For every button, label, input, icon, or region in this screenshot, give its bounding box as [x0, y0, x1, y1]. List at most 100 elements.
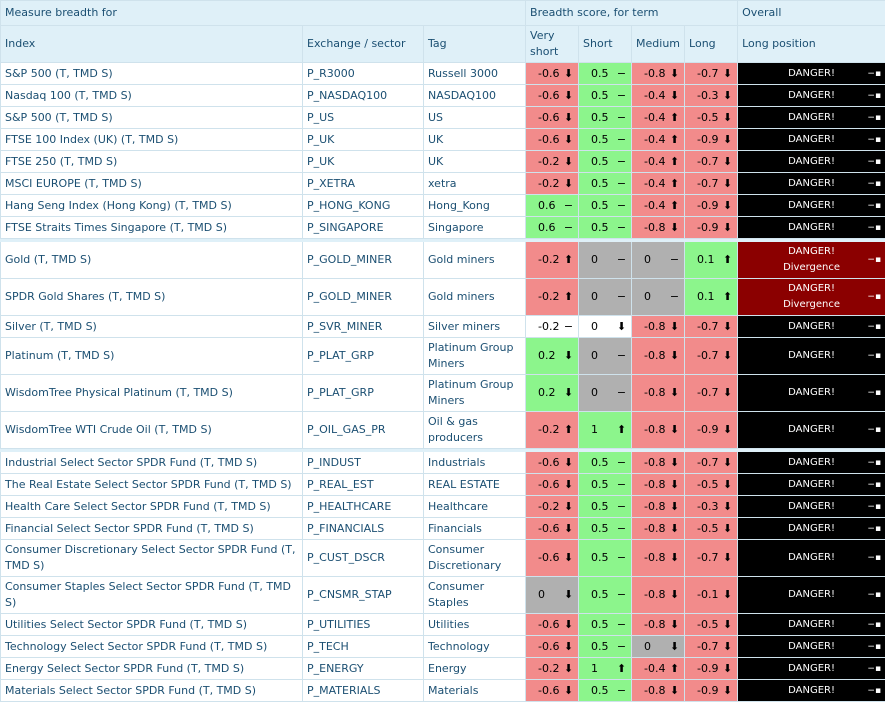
score-cell: -0.4 ⬆	[631, 150, 686, 173]
trend-arrow: ⬇	[669, 617, 680, 631]
column-header: Long position	[737, 25, 885, 63]
score-value: 0.6	[538, 220, 556, 234]
trend-arrow: −	[616, 220, 627, 234]
score-cell: -0.9 ⬇	[684, 216, 739, 239]
overall-text: DANGER!	[788, 684, 835, 696]
score-cell: 0.1 ⬆	[684, 278, 739, 316]
score-cell: -0.9 ⬇	[684, 411, 739, 449]
trend-arrow: −	[616, 499, 627, 513]
score-cell: -0.9 ⬇	[684, 194, 739, 217]
table-row: Industrial Select Sector SPDR Fund (T, T…	[0, 451, 885, 474]
column-header: Index	[0, 25, 303, 63]
column-header: Short	[578, 25, 633, 63]
trend-arrow: ⬇	[722, 661, 733, 675]
trend-arrow: ⬇	[722, 88, 733, 102]
trend-arrow: ⬇	[722, 521, 733, 535]
overall-cell: DANGER!	[737, 216, 885, 239]
score-value: 0.5	[591, 220, 609, 234]
score-value: -0.8	[644, 477, 666, 491]
trend-arrow: ⬇	[669, 349, 680, 362]
table-row: SPDR Gold Shares (T, TMD S) P_GOLD_MINER G…	[0, 278, 885, 316]
trend-arrow: ⬇	[669, 423, 680, 436]
score-value: -0.8	[644, 455, 666, 469]
trend-arrow: ⬇	[722, 455, 733, 469]
group-header: Overall	[737, 0, 885, 26]
score-cell: -0.9 ⬇	[684, 128, 739, 151]
trend-arrow: ⬇	[722, 639, 733, 653]
score-cell: 1 ⬆	[578, 657, 633, 680]
score-value: 0.5	[591, 521, 609, 535]
trend-arrow: −	[669, 253, 680, 266]
index-cell: Gold (T, TMD S)	[0, 241, 303, 279]
score-value: -0.7	[697, 386, 719, 399]
trend-arrow: ⬇	[563, 132, 574, 146]
overall-cell: DANGER!	[737, 315, 885, 338]
score-cell: -0.7 ⬇	[684, 150, 739, 173]
trend-arrow: −	[616, 176, 627, 190]
trend-arrow: ⬆	[563, 253, 574, 266]
index-cell: Industrial Select Sector SPDR Fund (T, T…	[0, 451, 303, 474]
overall-note: Divergence	[783, 299, 841, 310]
trend-arrow: −	[616, 455, 627, 469]
score-cell: -0.8 ⬇	[631, 679, 686, 702]
trend-arrow: ⬇	[722, 110, 733, 124]
score-cell: 0.5−	[578, 84, 633, 107]
trend-arrow: −	[616, 349, 627, 362]
trend-arrow: −	[563, 198, 574, 212]
trend-arrow: −	[616, 88, 627, 102]
score-value: -0.2	[538, 319, 560, 333]
score-value: -0.7	[697, 455, 719, 469]
score-value: 0.5	[591, 88, 609, 102]
overall-cell: DANGER!	[737, 194, 885, 217]
overall-text: DANGER!	[788, 283, 835, 294]
trend-arrow: ⬇	[669, 477, 680, 491]
trend-arrow: ⬆	[722, 290, 733, 303]
table-row: Technology Select Sector SPDR Fund (T, T…	[0, 635, 885, 658]
score-cell: -0.5 ⬇	[684, 613, 739, 636]
index-cell: FTSE 250 (T, TMD S)	[0, 150, 303, 173]
overall-text: DANGER!	[788, 155, 835, 167]
table-row: S&P 500 (T, TMD S) P_US US -0.6 ⬇ 0.5− -0.4 ⬆ -0…	[0, 106, 885, 129]
score-value: -0.2	[538, 290, 560, 303]
score-value: -0.7	[697, 639, 719, 653]
overall-text: DANGER!	[788, 320, 835, 332]
trend-arrow: −	[563, 220, 574, 234]
trend-arrow: ⬇	[669, 88, 680, 102]
trend-arrow: −	[616, 683, 627, 697]
score-cell: 0.6−	[525, 216, 580, 239]
score-value: 0.6	[538, 198, 556, 212]
index-cell: SPDR Gold Shares (T, TMD S)	[0, 278, 303, 316]
index-cell: Platinum (T, TMD S)	[0, 337, 303, 375]
score-value: -0.8	[644, 319, 666, 333]
overall-text: DANGER!	[788, 133, 835, 145]
trend-arrow: −	[616, 617, 627, 631]
score-value: -0.5	[697, 110, 719, 124]
overall-text: DANGER!	[788, 456, 835, 468]
score-cell: -0.2 ⬇	[525, 495, 580, 518]
trend-arrow: ⬇	[563, 154, 574, 168]
tag-cell: Singapore	[422, 216, 527, 239]
overall-cell: DANGER!	[737, 495, 885, 518]
score-value: 0.5	[591, 176, 609, 190]
trend-arrow: ⬆	[563, 290, 574, 303]
score-value: -0.2	[538, 499, 560, 513]
trend-arrow: ⬆	[669, 110, 680, 124]
table-body: S&P 500 (T, TMD S) P_R3000 Russell 3000 -0.…	[0, 62, 885, 702]
index-cell: Silver (T, TMD S)	[0, 315, 303, 338]
score-value: 0	[591, 349, 599, 362]
index-cell: Materials Select Sector SPDR Fund (T, TM…	[0, 679, 303, 702]
score-cell: -0.6 ⬇	[525, 539, 580, 577]
group-header: Measure breadth for	[0, 0, 527, 26]
exchange-cell: P_OIL_GAS_PR	[302, 411, 424, 449]
overall-cell: DANGER!	[737, 128, 885, 151]
score-value: -0.4	[644, 132, 666, 146]
column-header: Long	[684, 25, 739, 63]
trend-arrow: ⬇	[722, 198, 733, 212]
score-value: 0.5	[591, 477, 609, 491]
score-cell: -0.6 ⬇	[525, 517, 580, 540]
index-cell: Consumer Staples Select Sector SPDR Fund…	[0, 576, 303, 614]
table-row: MSCI EUROPE (T, TMD S) P_XETRA xetra -0.2 ⬇ 0…	[0, 172, 885, 195]
score-value: -0.4	[644, 154, 666, 168]
score-value: 0.5	[591, 617, 609, 631]
